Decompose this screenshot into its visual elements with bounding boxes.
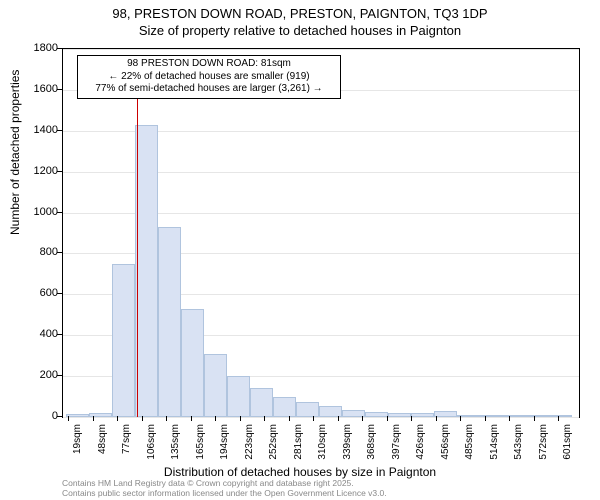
ytick-label: 1600 bbox=[18, 83, 58, 95]
footer-line-2: Contains public sector information licen… bbox=[62, 488, 387, 498]
gridline bbox=[63, 417, 579, 418]
histogram-bar bbox=[503, 415, 526, 417]
subject-marker-line bbox=[137, 95, 138, 417]
histogram-bar bbox=[158, 227, 181, 417]
annotation-line: 77% of semi-detached houses are larger (… bbox=[83, 83, 335, 96]
annotation-line: ← 22% of detached houses are smaller (91… bbox=[83, 71, 335, 84]
title-line-1: 98, PRESTON DOWN ROAD, PRESTON, PAIGNTON… bbox=[0, 6, 600, 23]
ytick-label: 800 bbox=[18, 246, 58, 258]
footer-line-1: Contains HM Land Registry data © Crown c… bbox=[62, 478, 387, 488]
xtick-mark bbox=[93, 416, 94, 421]
xtick-mark bbox=[460, 416, 461, 421]
ytick-label: 1000 bbox=[18, 206, 58, 218]
ytick-label: 200 bbox=[18, 369, 58, 381]
footer-attribution: Contains HM Land Registry data © Crown c… bbox=[62, 478, 387, 498]
histogram-bar bbox=[319, 406, 342, 417]
histogram-bar bbox=[204, 354, 227, 417]
histogram-bar bbox=[388, 413, 411, 417]
ytick-label: 600 bbox=[18, 287, 58, 299]
xtick-mark bbox=[117, 416, 118, 421]
annotation-line: 98 PRESTON DOWN ROAD: 81sqm bbox=[83, 58, 335, 71]
xtick-mark bbox=[436, 416, 437, 421]
xtick-mark bbox=[534, 416, 535, 421]
histogram-bar bbox=[273, 397, 296, 417]
xtick-mark bbox=[485, 416, 486, 421]
xtick-mark bbox=[264, 416, 265, 421]
annotation-box: 98 PRESTON DOWN ROAD: 81sqm← 22% of deta… bbox=[77, 55, 341, 99]
ytick-label: 0 bbox=[18, 410, 58, 422]
ytick-label: 1800 bbox=[18, 42, 58, 54]
histogram-bar bbox=[112, 264, 135, 417]
ytick-label: 1400 bbox=[18, 124, 58, 136]
xtick-mark bbox=[240, 416, 241, 421]
histogram-bar bbox=[411, 413, 434, 417]
chart-plot-area: 98 PRESTON DOWN ROAD: 81sqm← 22% of deta… bbox=[62, 48, 580, 418]
xtick-mark bbox=[558, 416, 559, 421]
xtick-mark bbox=[166, 416, 167, 421]
xtick-mark bbox=[509, 416, 510, 421]
histogram-bar bbox=[227, 376, 250, 417]
xtick-mark bbox=[68, 416, 69, 421]
histogram-bar bbox=[296, 402, 319, 417]
histogram-bar bbox=[526, 415, 549, 417]
xtick-mark bbox=[142, 416, 143, 421]
ytick-label: 400 bbox=[18, 328, 58, 340]
histogram-bar bbox=[434, 411, 457, 417]
title-line-2: Size of property relative to detached ho… bbox=[0, 23, 600, 40]
ytick-label: 1200 bbox=[18, 165, 58, 177]
histogram-bar bbox=[66, 414, 89, 417]
histogram-bar bbox=[365, 412, 388, 417]
histogram-bar bbox=[549, 415, 572, 417]
xtick-mark bbox=[191, 416, 192, 421]
histogram-bar bbox=[250, 388, 273, 417]
xtick-mark bbox=[362, 416, 363, 421]
chart-title-block: 98, PRESTON DOWN ROAD, PRESTON, PAIGNTON… bbox=[0, 0, 600, 40]
gridline bbox=[63, 49, 579, 50]
xtick-mark bbox=[338, 416, 339, 421]
xtick-mark bbox=[387, 416, 388, 421]
xtick-mark bbox=[289, 416, 290, 421]
histogram-bar bbox=[135, 125, 158, 417]
xtick-mark bbox=[411, 416, 412, 421]
xtick-mark bbox=[313, 416, 314, 421]
histogram-bar bbox=[181, 309, 204, 417]
histogram-bar bbox=[480, 415, 503, 417]
xtick-mark bbox=[215, 416, 216, 421]
